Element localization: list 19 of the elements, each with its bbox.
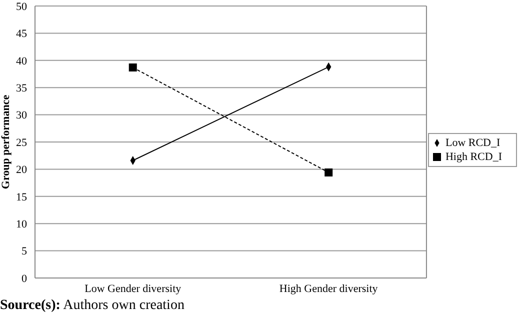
y-tick-label: 20 [16,164,28,176]
y-tick-label: 35 [16,82,28,95]
x-tick-label: Low Gender diversity [84,282,182,295]
y-axis-title: Group performance [0,94,12,190]
legend-label: High RCD_I [445,151,502,163]
y-tick-label: 30 [16,110,28,122]
point [128,63,137,72]
x-tick-label: High Gender diversity [279,282,378,295]
y-tick-label: 0 [22,272,28,285]
y-tick-label: 40 [16,55,28,68]
legend-label: Low RCD_I [445,137,500,149]
y-tick-label: 45 [16,28,28,40]
point [324,168,333,176]
y-tick-label: 15 [16,191,28,204]
y-tick-label: 25 [16,136,28,149]
y-tick-label: 10 [16,218,28,231]
y-tick-label: 50 [16,0,28,13]
y-tick-label: 5 [22,246,28,258]
source-note: Source(s): Authors own creation [0,298,186,314]
